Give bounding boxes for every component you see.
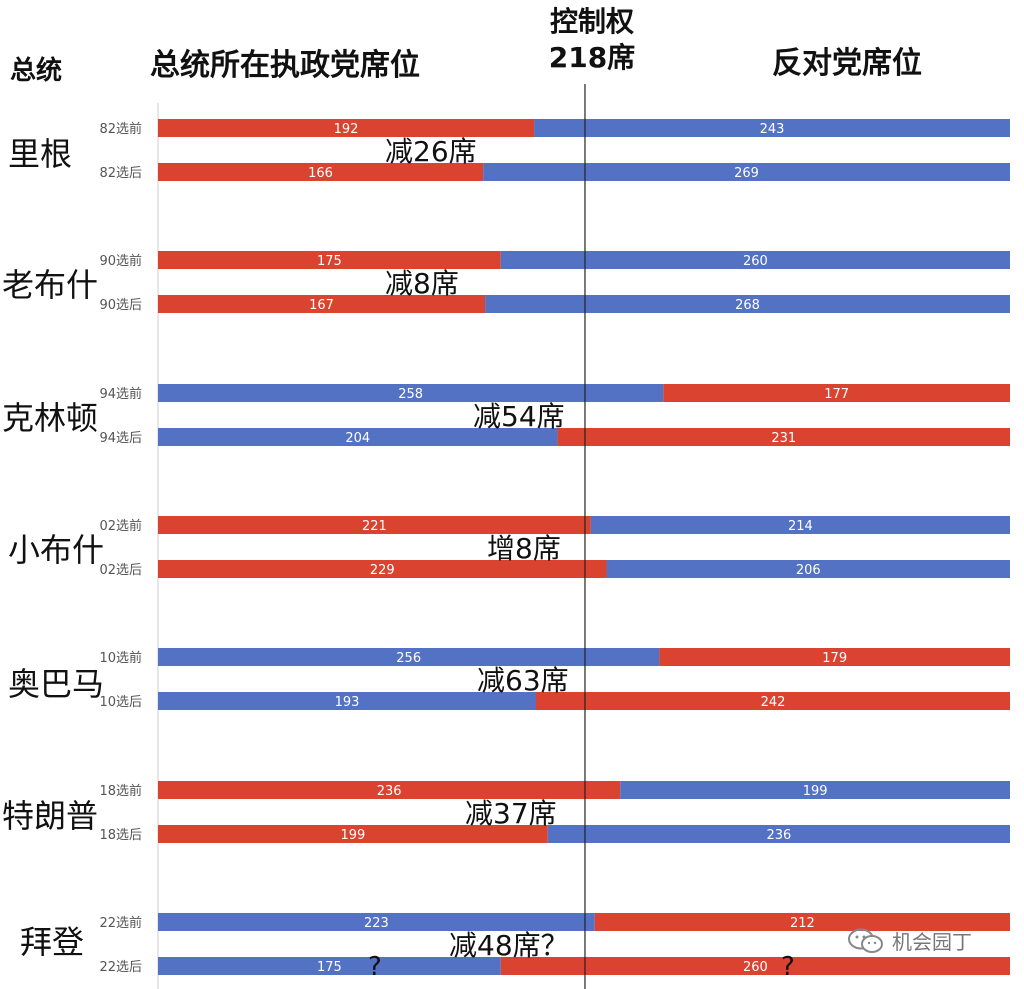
bar-opposition [485, 295, 1010, 313]
bar-ruling [158, 384, 664, 402]
data-label-opposition: 242 [761, 695, 786, 710]
president-name: 奥巴马 [8, 665, 104, 703]
ruling-party-header: 总统所在执政党席位 [150, 48, 420, 83]
row-label: 02选后 [99, 563, 142, 578]
row-label: 82选前 [99, 121, 142, 137]
bar-ruling [158, 428, 558, 446]
president-column-header: 总统 [10, 56, 63, 86]
row-label: 18选前 [99, 783, 142, 799]
seat-change-label: 增8席 [487, 532, 561, 565]
bar-ruling [158, 825, 548, 843]
president-name: 里根 [8, 135, 72, 173]
seat-change-label: 减26席 [385, 135, 477, 168]
wechat-logo-icon [848, 928, 883, 953]
bar-ruling [158, 560, 607, 578]
row-label: 90选前 [99, 253, 142, 269]
bar-ruling [158, 119, 535, 137]
data-label-ruling: 175 [317, 960, 342, 975]
row-label: 18选后 [99, 828, 142, 843]
row-label: 02选前 [99, 518, 142, 534]
uncertainty-annotation: ? [781, 952, 795, 982]
data-label-ruling: 229 [370, 563, 395, 578]
data-label-opposition: 243 [760, 122, 785, 137]
seat-change-label: 减54席 [473, 400, 565, 433]
data-label-ruling: 193 [335, 695, 360, 710]
data-label-opposition: 269 [734, 166, 759, 181]
data-label-ruling: 166 [308, 166, 333, 181]
data-label-opposition: 206 [796, 563, 821, 578]
uncertainty-annotation: ? [368, 952, 382, 982]
data-label-opposition: 179 [822, 651, 847, 666]
data-label-ruling: 192 [334, 122, 359, 137]
data-label-ruling: 175 [317, 254, 342, 269]
bar-opposition [620, 781, 1010, 799]
bar-ruling [158, 781, 621, 799]
data-label-opposition: 177 [824, 387, 849, 402]
bar-ruling [158, 295, 486, 313]
bar-opposition [590, 516, 1010, 534]
row-label: 90选后 [99, 298, 142, 313]
seat-change-label: 减37席 [465, 797, 557, 830]
bar-opposition [557, 428, 1010, 446]
row-label: 10选后 [99, 695, 142, 710]
data-label-ruling: 256 [396, 651, 421, 666]
bar-opposition [659, 648, 1010, 666]
bar-opposition [606, 560, 1010, 578]
data-label-opposition: 236 [766, 828, 791, 843]
row-label: 82选后 [99, 166, 142, 181]
row-label: 10选前 [99, 650, 142, 666]
data-label-ruling: 204 [345, 431, 370, 446]
bar-opposition [500, 957, 1010, 975]
president-name: 老布什 [2, 266, 98, 304]
data-label-opposition: 214 [788, 519, 813, 534]
bar-ruling [158, 648, 660, 666]
seat-change-label: 减48席？ [449, 929, 569, 962]
bar-opposition [534, 119, 1010, 137]
seat-change-label: 减63席 [477, 664, 569, 697]
data-label-opposition: 231 [771, 431, 796, 446]
data-label-ruling: 167 [309, 298, 334, 313]
president-name: 小布什 [8, 531, 104, 569]
opposition-party-header: 反对党席位 [772, 46, 922, 81]
bar-ruling [158, 251, 501, 269]
data-label-ruling: 199 [340, 828, 365, 843]
president-name: 克林顿 [2, 399, 98, 437]
data-label-opposition: 260 [743, 960, 768, 975]
data-label-ruling: 236 [377, 784, 402, 799]
data-label-opposition: 212 [790, 916, 815, 931]
control-label: 控制权 [549, 5, 634, 38]
bar-opposition [500, 251, 1010, 269]
control-seats: 218席 [548, 41, 636, 74]
bar-opposition [536, 692, 1010, 710]
bar-opposition [547, 825, 1010, 843]
bar-ruling [158, 692, 537, 710]
data-label-opposition: 268 [735, 298, 760, 313]
bar-ruling [158, 913, 595, 931]
data-label-ruling: 258 [398, 387, 423, 402]
bar-opposition [663, 384, 1010, 402]
row-label: 94选后 [99, 431, 142, 446]
row-label: 22选后 [99, 960, 142, 975]
data-label-opposition: 260 [743, 254, 768, 269]
watermark: 机会园丁 [846, 926, 972, 955]
control-threshold-header: 控制权 218席 [542, 4, 642, 76]
bar-ruling [158, 516, 591, 534]
president-name: 特朗普 [2, 797, 98, 835]
data-label-opposition: 199 [803, 784, 828, 799]
row-label: 94选前 [99, 386, 142, 402]
row-label: 22选前 [99, 915, 142, 931]
bar-ruling [158, 163, 484, 181]
seat-change-label: 减8席 [385, 267, 459, 300]
bar-opposition [483, 163, 1010, 181]
president-name: 拜登 [20, 923, 84, 961]
watermark-text: 机会园丁 [892, 930, 972, 954]
data-label-ruling: 223 [364, 916, 389, 931]
data-label-ruling: 221 [362, 519, 387, 534]
bar-ruling [158, 957, 501, 975]
bar-opposition [594, 913, 1010, 931]
